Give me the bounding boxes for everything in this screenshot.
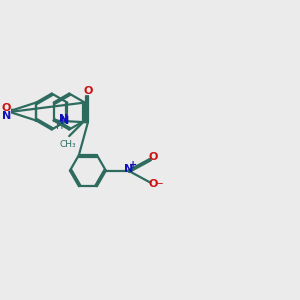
Text: O: O (148, 179, 158, 189)
Text: CH₃: CH₃ (59, 140, 76, 149)
Text: N: N (124, 164, 133, 174)
Text: +: + (129, 160, 137, 170)
Text: N: N (2, 111, 11, 121)
Text: ⁻: ⁻ (156, 180, 163, 193)
Text: O: O (83, 86, 93, 97)
Text: O: O (2, 103, 11, 113)
Text: N: N (59, 114, 68, 124)
Text: H: H (56, 121, 63, 130)
Text: O: O (148, 152, 158, 162)
Text: N: N (60, 116, 69, 125)
